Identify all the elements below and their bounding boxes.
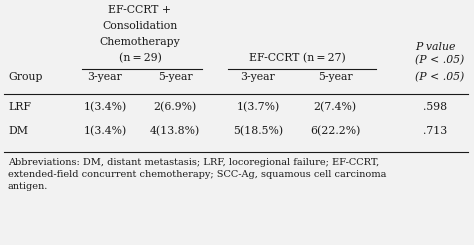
Text: LRF: LRF	[8, 102, 31, 112]
Text: 6(22.2%): 6(22.2%)	[310, 126, 360, 136]
Text: 4(13.8%): 4(13.8%)	[150, 126, 200, 136]
Text: 5-year: 5-year	[158, 72, 192, 82]
Text: (n = 29): (n = 29)	[118, 53, 162, 63]
Text: .713: .713	[423, 126, 447, 136]
Text: Group: Group	[8, 72, 43, 82]
Text: 1(3.4%): 1(3.4%)	[83, 102, 127, 112]
Text: (P < .05): (P < .05)	[415, 55, 464, 65]
Text: 2(6.9%): 2(6.9%)	[154, 102, 197, 112]
Text: 3-year: 3-year	[88, 72, 122, 82]
Text: Abbreviations: DM, distant metastasis; LRF, locoregional failure; EF-CCRT,
exten: Abbreviations: DM, distant metastasis; L…	[8, 158, 386, 191]
Text: 1(3.4%): 1(3.4%)	[83, 126, 127, 136]
Text: Consolidation: Consolidation	[102, 21, 178, 31]
Text: Chemotherapy: Chemotherapy	[100, 37, 181, 47]
Text: (P < .05): (P < .05)	[415, 72, 464, 82]
Text: 5(18.5%): 5(18.5%)	[233, 126, 283, 136]
Text: P value: P value	[415, 42, 456, 52]
Text: EF-CCRT (n = 27): EF-CCRT (n = 27)	[249, 53, 346, 63]
Text: 5-year: 5-year	[318, 72, 352, 82]
Text: 1(3.7%): 1(3.7%)	[237, 102, 280, 112]
Text: DM: DM	[8, 126, 28, 136]
Text: EF-CCRT +: EF-CCRT +	[109, 5, 172, 15]
Text: 3-year: 3-year	[241, 72, 275, 82]
Text: 2(7.4%): 2(7.4%)	[313, 102, 356, 112]
Text: .598: .598	[423, 102, 447, 112]
